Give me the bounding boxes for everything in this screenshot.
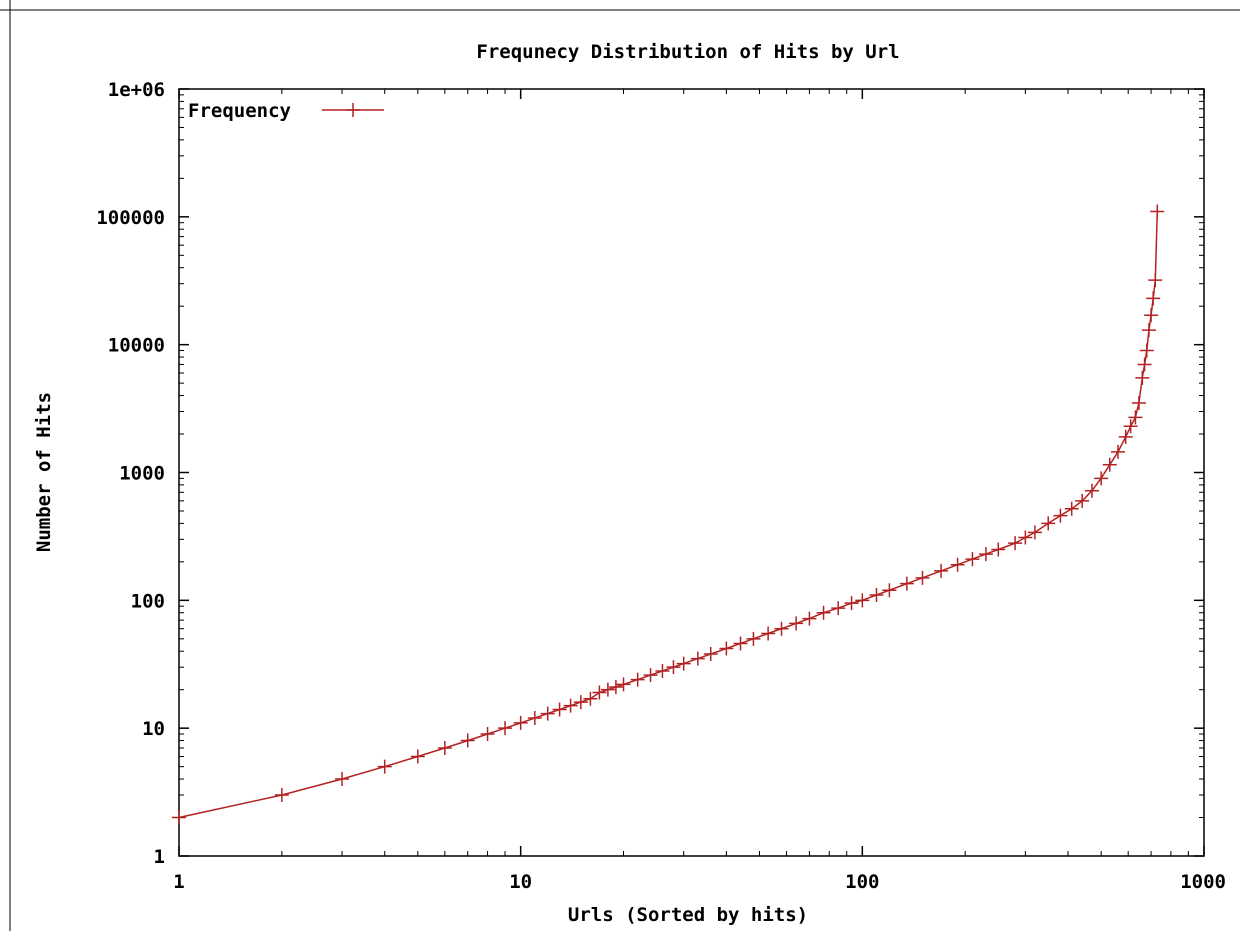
axes-layer: 1 10 100 1000 1 10 100 1000 10000 100000 1e+06 bbox=[96, 79, 1226, 893]
data-point bbox=[513, 715, 528, 730]
data-point bbox=[1094, 471, 1109, 486]
y-tick-label: 100 bbox=[131, 590, 165, 612]
data-point bbox=[733, 636, 748, 651]
data-point bbox=[600, 682, 615, 697]
data-point bbox=[965, 552, 980, 567]
y-tick-label: 10000 bbox=[108, 335, 165, 357]
y-tick-label: 10 bbox=[142, 718, 165, 740]
data-point bbox=[573, 695, 588, 710]
data-point bbox=[1084, 483, 1099, 498]
data-point bbox=[552, 702, 567, 717]
data-point bbox=[616, 677, 631, 692]
data-point bbox=[774, 621, 789, 636]
data-point bbox=[789, 616, 804, 631]
data-point bbox=[991, 542, 1006, 557]
data-point bbox=[377, 759, 392, 774]
data-point bbox=[844, 596, 859, 611]
data-point bbox=[719, 641, 734, 656]
x-tick-label: 1000 bbox=[1180, 871, 1226, 893]
chart-title: Frequnecy Distribution of Hits by Url bbox=[476, 41, 899, 63]
y-axis-label: Number of Hits bbox=[33, 392, 55, 552]
series-layer bbox=[172, 204, 1165, 825]
y-tick-label: 1e+06 bbox=[108, 79, 165, 101]
data-point bbox=[1128, 410, 1143, 425]
data-point bbox=[1064, 501, 1079, 516]
legend: Frequency bbox=[188, 100, 384, 122]
data-point bbox=[899, 576, 914, 591]
legend-marker-sample bbox=[346, 103, 360, 117]
data-point bbox=[1123, 419, 1138, 434]
data-point bbox=[480, 727, 495, 742]
data-point bbox=[869, 588, 884, 603]
data-point bbox=[915, 570, 930, 585]
data-point bbox=[540, 706, 555, 721]
data-point bbox=[703, 647, 718, 662]
data-point bbox=[643, 668, 658, 683]
x-tick-label: 1 bbox=[173, 871, 184, 893]
data-point bbox=[1137, 357, 1152, 372]
data-point bbox=[1102, 457, 1117, 472]
data-point bbox=[1110, 444, 1125, 459]
data-point bbox=[583, 691, 598, 706]
data-point bbox=[1008, 536, 1023, 551]
data-point bbox=[1118, 429, 1133, 444]
data-point bbox=[666, 660, 681, 675]
data-point bbox=[690, 651, 705, 666]
data-point bbox=[950, 557, 965, 572]
data-point bbox=[1041, 516, 1056, 531]
data-point bbox=[882, 583, 897, 598]
y-tick-label: 1000 bbox=[119, 463, 165, 485]
data-point bbox=[1141, 323, 1156, 338]
data-point bbox=[1075, 493, 1090, 508]
data-point bbox=[746, 631, 761, 646]
data-point bbox=[676, 656, 691, 671]
data-point bbox=[1131, 395, 1146, 410]
data-point bbox=[1135, 370, 1150, 385]
data-point bbox=[335, 772, 350, 787]
y-tick-label: 1 bbox=[154, 846, 165, 868]
data-point bbox=[630, 672, 645, 687]
y-tick-label: 100000 bbox=[96, 207, 165, 229]
data-point bbox=[563, 698, 578, 713]
data-point bbox=[1018, 530, 1033, 545]
data-point bbox=[1139, 343, 1154, 358]
data-point bbox=[1027, 525, 1042, 540]
data-point bbox=[655, 664, 670, 679]
data-point bbox=[831, 601, 846, 616]
data-point bbox=[1144, 308, 1159, 323]
series-line-frequency bbox=[178, 211, 1159, 819]
data-point bbox=[1148, 273, 1163, 288]
data-point bbox=[608, 679, 623, 694]
data-point bbox=[172, 810, 186, 825]
data-point bbox=[1146, 291, 1161, 306]
data-point bbox=[855, 593, 870, 608]
data-point bbox=[1053, 508, 1068, 523]
data-point bbox=[274, 788, 289, 803]
data-point bbox=[592, 685, 607, 700]
x-axis-label: Urls (Sorted by hits) bbox=[568, 904, 808, 926]
data-point bbox=[934, 563, 949, 578]
data-point bbox=[978, 547, 993, 562]
x-tick-label: 10 bbox=[509, 871, 532, 893]
x-tick-label: 100 bbox=[845, 871, 879, 893]
data-point bbox=[410, 749, 425, 764]
legend-label-frequency: Frequency bbox=[188, 100, 291, 122]
data-point bbox=[527, 711, 542, 726]
data-point bbox=[437, 740, 452, 755]
data-point bbox=[1150, 204, 1165, 219]
data-point bbox=[802, 611, 817, 626]
data-point bbox=[816, 605, 831, 620]
data-point bbox=[460, 733, 475, 748]
data-point bbox=[761, 626, 776, 641]
data-point bbox=[498, 721, 513, 736]
